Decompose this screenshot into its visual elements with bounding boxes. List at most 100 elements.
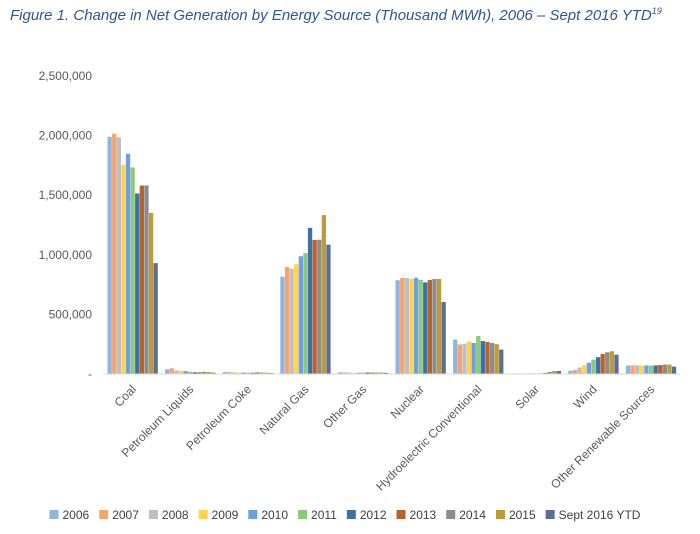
bar (648, 365, 654, 374)
legend-swatch (346, 510, 356, 519)
bar (264, 372, 269, 374)
bar (107, 136, 112, 374)
bar (351, 372, 356, 374)
bar (658, 365, 663, 374)
bar (379, 372, 384, 374)
chart-title-footnote: 19 (651, 6, 662, 16)
bar (395, 280, 400, 374)
legend-label: 2011 (311, 508, 337, 522)
bar (556, 371, 561, 374)
y-tick-label: - (88, 367, 92, 381)
bar (614, 354, 619, 374)
bar (206, 371, 211, 374)
bar (605, 352, 610, 374)
bar (326, 244, 331, 374)
bar (671, 366, 677, 374)
bar (625, 365, 631, 374)
bar (635, 365, 640, 374)
legend-label: Sept 2016 YTD (559, 508, 641, 522)
y-tick-label: 2,500,000 (39, 69, 93, 83)
bar (169, 368, 174, 374)
bar (466, 341, 472, 374)
bar (413, 277, 419, 374)
x-tick-label: Solar (512, 382, 542, 412)
bar (201, 371, 207, 374)
bar (356, 372, 361, 374)
bar (552, 371, 557, 374)
bar (409, 278, 414, 374)
legend-swatch (298, 510, 308, 519)
bar (321, 215, 326, 374)
legend-label: 2013 (410, 508, 437, 522)
y-tick-label: 1,000,000 (39, 248, 93, 262)
bar (174, 370, 179, 374)
legend-swatch (248, 510, 258, 519)
bar (639, 365, 644, 374)
bar (600, 353, 605, 374)
y-tick-label: 500,000 (49, 307, 93, 321)
bar (121, 164, 126, 374)
bar (347, 372, 352, 374)
bar (572, 369, 578, 374)
y-tick-label: 1,500,000 (39, 188, 93, 202)
bar (112, 133, 117, 374)
legend-label: 2008 (162, 508, 189, 522)
bar (303, 253, 308, 374)
bar (342, 372, 347, 374)
bar (165, 369, 170, 374)
chart-title-text: Figure 1. Change in Net Generation by En… (10, 7, 652, 24)
bar (494, 344, 499, 374)
bar (436, 279, 442, 374)
legend-label: 2010 (261, 508, 288, 522)
bar (245, 372, 250, 374)
bar (183, 371, 188, 374)
legend-label: 2006 (63, 508, 90, 522)
bar (489, 343, 495, 374)
bar (400, 277, 405, 374)
bar (418, 279, 423, 374)
legend-swatch (49, 510, 59, 519)
legend-label: 2007 (112, 508, 139, 522)
bar (280, 276, 285, 374)
bar (153, 263, 158, 374)
legend: 2006 2007 2008 2009 2010 2011 2012 2013 2014 2015… (49, 508, 641, 522)
bar (404, 277, 409, 374)
bar (427, 279, 432, 374)
bar (307, 227, 313, 374)
bar (432, 279, 437, 374)
bar (211, 372, 216, 374)
legend-swatch (495, 510, 505, 519)
bar (227, 372, 232, 374)
bar (542, 372, 548, 374)
bar (370, 372, 375, 374)
bar (453, 339, 458, 374)
bar (471, 343, 476, 374)
bar (188, 371, 193, 374)
bar (144, 185, 149, 374)
legend-label: 2009 (212, 508, 239, 522)
bar (476, 335, 481, 374)
bar (653, 365, 658, 374)
legend-label: 2015 (509, 508, 536, 522)
legend-swatch (99, 510, 109, 519)
bar (250, 372, 255, 374)
bar (317, 239, 322, 374)
bar (591, 359, 596, 374)
bar (222, 372, 227, 374)
bar (241, 372, 246, 374)
bar (135, 193, 140, 374)
x-tick-label: Coal (112, 382, 139, 409)
y-axis: - 500,000 1,000,000 1,500,000 2,000,000 2,500… (39, 69, 93, 381)
legend-label: 2012 (360, 508, 387, 522)
bar (441, 301, 446, 374)
bar (312, 239, 317, 374)
bar (374, 372, 379, 374)
x-tick-label: Natural Gas (257, 382, 312, 437)
chart-title: Figure 1. Change in Net Generation by En… (10, 6, 662, 24)
bar (485, 341, 490, 374)
legend-swatch (148, 510, 158, 519)
bar (192, 372, 197, 374)
bar (148, 212, 154, 374)
